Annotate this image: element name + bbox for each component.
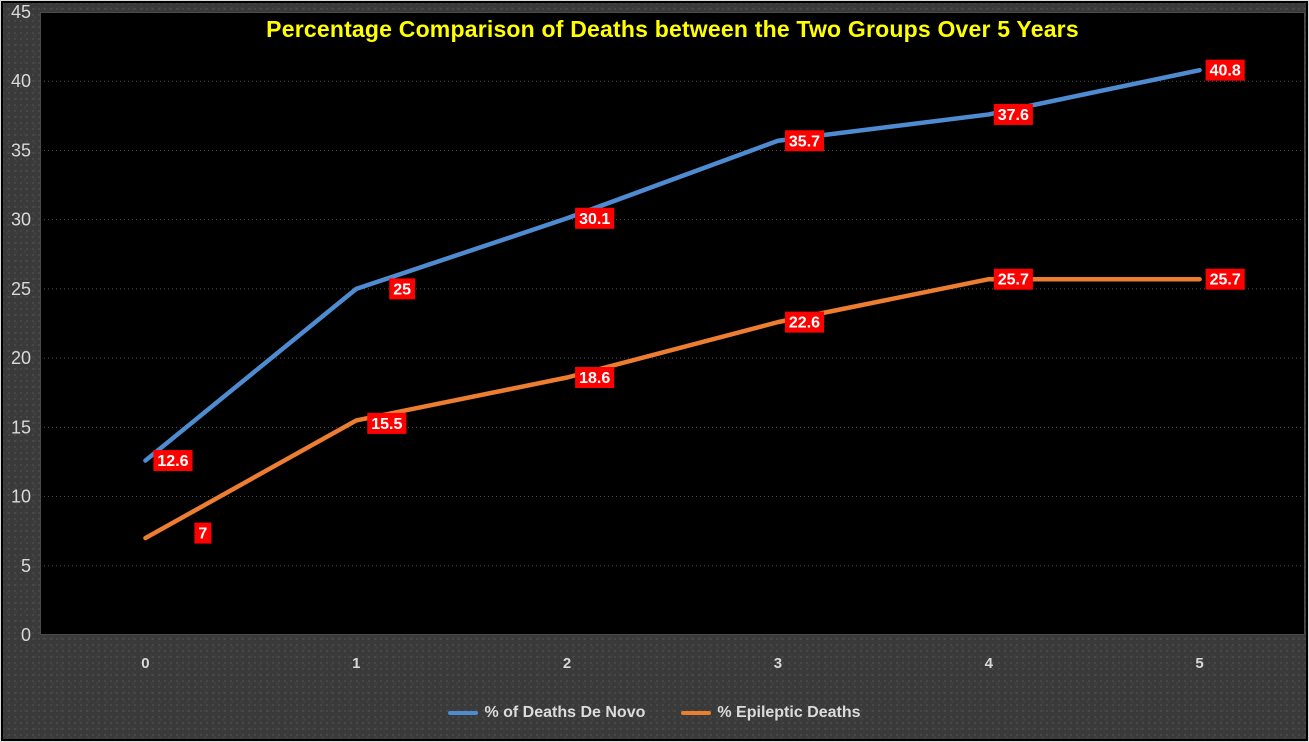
svg-text:18.6: 18.6 [579,370,610,387]
x-axis-tick-label: 2 [563,655,571,672]
y-axis-tick-label: 5 [21,556,31,576]
data-label: 37.6 [993,103,1033,125]
y-axis-tick-label: 30 [11,210,31,230]
legend-item-epileptic: % Epileptic Deaths [681,704,861,722]
y-axis-tick-label: 20 [11,348,31,368]
svg-text:25: 25 [393,281,411,298]
data-label: 40.8 [1205,59,1245,81]
x-axis-tick-label: 0 [141,655,149,672]
x-axis-tick-label: 3 [774,655,782,672]
data-label: 35.7 [784,130,825,152]
data-label: 12.6 [153,450,193,472]
svg-text:35.7: 35.7 [789,133,820,150]
data-label: 25.7 [1205,268,1245,290]
legend-label: % of Deaths De Novo [484,704,646,721]
svg-text:37.6: 37.6 [998,107,1029,124]
svg-text:15.5: 15.5 [371,416,402,433]
data-label: 15.5 [367,412,407,434]
y-axis-tick-label: 25 [11,279,31,299]
data-label: 22.6 [784,311,825,333]
data-label: 7 [194,522,212,544]
legend-item-de-novo: % of Deaths De Novo [448,704,645,722]
svg-text:12.6: 12.6 [157,453,188,470]
svg-text:40.8: 40.8 [1210,63,1241,80]
svg-text:25.7: 25.7 [1210,272,1241,289]
svg-text:30.1: 30.1 [579,211,610,228]
x-axis-tick-label: 1 [352,655,360,672]
svg-text:7: 7 [198,526,207,543]
legend: % of Deaths De Novo % Epileptic Deaths [0,704,1309,722]
svg-text:22.6: 22.6 [789,315,820,332]
data-label: 30.1 [575,207,615,229]
y-axis-tick-label: 40 [11,71,31,91]
data-label: 25 [389,278,416,300]
legend-line-swatch [448,711,479,715]
y-axis-tick-label: 35 [11,140,31,160]
x-axis-tick-label: 4 [985,655,994,672]
plot-area [40,12,1305,635]
plot-border [40,12,1305,635]
legend-label: % Epileptic Deaths [717,704,861,721]
data-label: 25.7 [993,268,1033,290]
y-axis-tick-label: 10 [11,487,31,507]
svg-text:25.7: 25.7 [998,272,1029,289]
data-label: 18.6 [575,366,615,388]
y-axis-tick-label: 15 [11,417,31,437]
legend-line-swatch [681,711,712,715]
y-axis-tick-label: 0 [21,625,31,645]
y-axis-tick-label: 45 [11,2,31,22]
x-axis-tick-label: 5 [1195,655,1203,672]
chart-title: Percentage Comparison of Deaths between … [266,16,1079,42]
